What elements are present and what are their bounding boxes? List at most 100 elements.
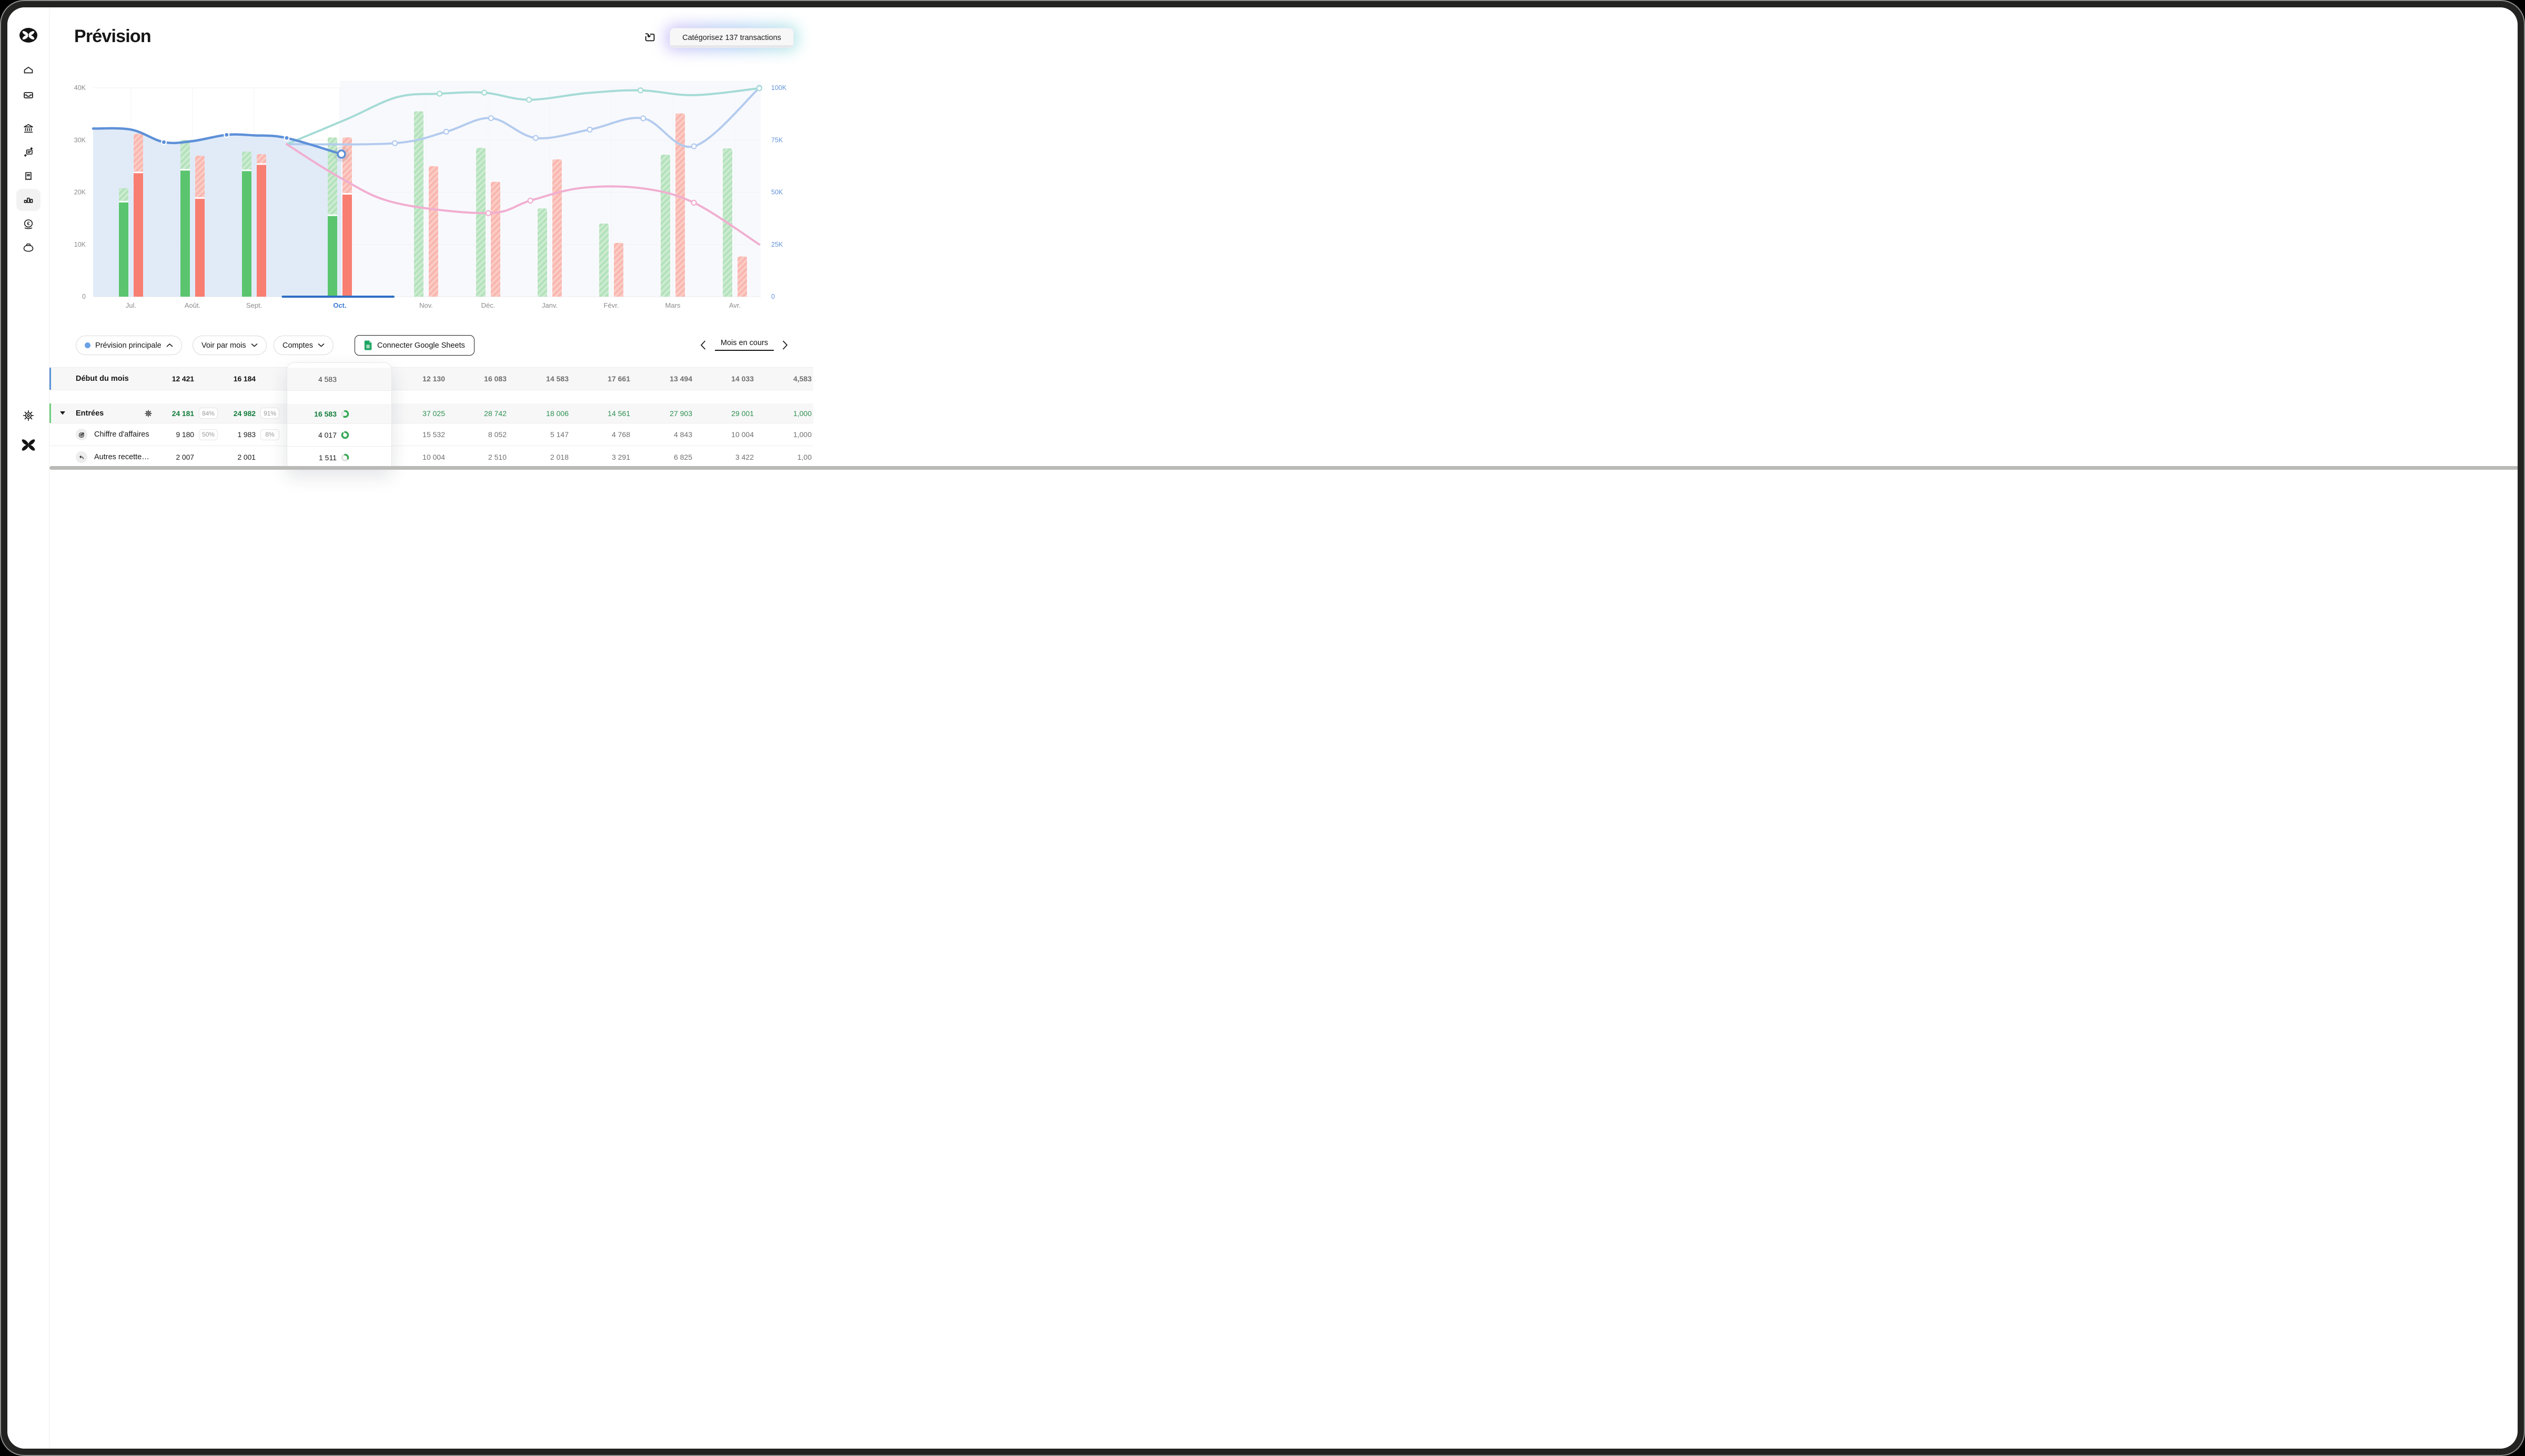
sidebar: € — [7, 7, 49, 1449]
donut-progress — [341, 431, 349, 439]
cell-value: 37 025 — [422, 409, 445, 418]
red-bar — [675, 113, 685, 297]
cell-value: 4 843 — [673, 430, 692, 439]
cell-value: 14 033 — [731, 375, 754, 383]
donut-progress — [341, 410, 349, 418]
row-label-cell[interactable]: Entrées — [49, 403, 164, 423]
cell-value: 6 825 — [673, 453, 692, 461]
percent-badge: 91% — [260, 408, 279, 419]
chevron-down-icon — [251, 343, 257, 347]
table-row-gap — [49, 390, 813, 403]
chevron-right-icon — [782, 340, 787, 350]
past-value-cell: 12 421 — [164, 368, 225, 390]
undo-arrow-icon — [79, 455, 84, 459]
left-axis-tick: 0 — [82, 293, 86, 300]
completion-donut — [341, 453, 349, 462]
future-value-cell: 3 291 — [578, 446, 639, 468]
green-bar — [538, 208, 547, 297]
popover-cell-debut: 4 583 — [287, 368, 391, 391]
home-icon — [24, 66, 33, 74]
period-label[interactable]: Mois en cours — [715, 339, 774, 351]
right-axis-tick: 0 — [771, 293, 775, 300]
cell-value: 14 583 — [546, 375, 569, 383]
left-axis-tick: 30K — [74, 136, 86, 144]
chart-svg: 40K 100K 30K 75K 20K 50K 10K 25K 0 0 Jul. Août. Sept… — [74, 81, 787, 309]
future-value-cell: 14 561 — [578, 403, 639, 423]
scenario-selector[interactable]: Prévision principale — [76, 336, 182, 355]
future-value-cell: 2 018 — [516, 446, 578, 468]
sidebar-item-currency[interactable]: € — [16, 213, 41, 235]
future-value-cell: 1,000 — [763, 403, 813, 423]
target-icon — [78, 432, 84, 438]
cell-value: 3 422 — [735, 453, 754, 461]
cell-value: 3 291 — [611, 453, 630, 461]
future-value-cell: 1,00 — [763, 446, 813, 468]
connect-google-sheets-button[interactable]: Connecter Google Sheets — [355, 335, 474, 356]
percent-badge: 8% — [260, 429, 279, 440]
cell-value: 27 903 — [670, 409, 692, 418]
cell-value: 2 510 — [488, 453, 507, 461]
cell-value: 24 181 — [171, 409, 194, 418]
view-by-label: Voir par mois — [201, 341, 246, 350]
view-by-selector[interactable]: Voir par mois — [193, 336, 267, 355]
sidebar-item-home[interactable] — [16, 60, 41, 82]
accounts-selector[interactable]: Comptes — [274, 336, 334, 355]
cell-value: 2 018 — [550, 453, 569, 461]
cell-value: 2 001 — [237, 453, 256, 461]
green-bar — [476, 148, 486, 297]
future-value-cell: 15 532 — [392, 423, 454, 446]
future-value-cell: 18 006 — [516, 403, 578, 423]
right-axis-tick: 25K — [771, 241, 783, 248]
row-label-cell[interactable]: Début du mois — [49, 368, 164, 390]
row-label-cell[interactable]: Autres recettes fis… — [49, 446, 164, 468]
green-bar — [661, 155, 670, 297]
sidebar-item-reports-active[interactable] — [16, 189, 41, 211]
red-bar — [429, 166, 438, 297]
money-bag-icon — [23, 244, 33, 252]
right-axis-tick: 50K — [771, 189, 783, 196]
cell-value: 10 004 — [731, 430, 754, 439]
butterfly-logo-icon — [19, 28, 37, 43]
sidebar-item-receipts[interactable] — [16, 165, 41, 187]
month-label: Oct. — [333, 301, 346, 309]
row-label-cell[interactable]: Chiffre d'affaires — [49, 423, 164, 446]
chevron-down-icon — [318, 343, 325, 347]
future-value-cell: 14 033 — [701, 368, 763, 390]
export-button[interactable] — [640, 28, 659, 47]
sidebar-item-transfers[interactable] — [16, 141, 41, 164]
sidebar-item-settings[interactable] — [16, 405, 41, 427]
forecast-chart[interactable]: 40K 100K 30K 75K 20K 50K 10K 25K 0 0 Jul. Août. Sept… — [49, 60, 819, 323]
future-value-cell: 27 903 — [639, 403, 701, 423]
previous-month-button[interactable] — [695, 338, 710, 352]
future-value-cell: 2 510 — [454, 446, 516, 468]
cell-value: 2 007 — [176, 453, 194, 461]
future-value-cell: 37 025 — [392, 403, 454, 423]
past-value-cell: 24 181 84% — [164, 403, 225, 423]
cell-value: 13 494 — [670, 375, 692, 383]
cell-value: 16 083 — [484, 375, 507, 383]
app-logo — [16, 24, 41, 46]
cell-value: 5 147 — [550, 430, 569, 439]
green-bar — [414, 111, 423, 297]
categorize-transactions-button[interactable]: Catégorisez 137 transactions — [670, 28, 794, 48]
current-value: 16 583 — [314, 409, 337, 418]
sidebar-item-assistant[interactable] — [16, 434, 41, 456]
transfer-documents-icon — [24, 147, 33, 157]
popover-cell-autres: 1 511 — [287, 447, 391, 469]
scenario-label: Prévision principale — [95, 341, 161, 350]
row-settings-button[interactable] — [144, 409, 153, 418]
horizontal-scrollbar[interactable] — [49, 466, 2518, 470]
cell-value: 18 006 — [546, 409, 569, 418]
month-label: Févr. — [604, 301, 619, 309]
donut-progress — [341, 453, 349, 462]
sidebar-item-funding[interactable] — [16, 237, 41, 259]
google-sheets-icon — [364, 340, 372, 350]
next-month-button[interactable] — [777, 338, 792, 352]
cell-value: 8 052 — [488, 430, 507, 439]
sidebar-item-bank[interactable] — [16, 117, 41, 139]
future-value-cell: 4 768 — [578, 423, 639, 446]
table-row-debut: Début du mois 12 421 16 184 12 130 16 083 14 … — [49, 367, 813, 390]
sidebar-item-inbox[interactable] — [16, 84, 41, 106]
future-value-cell: 13 494 — [639, 368, 701, 390]
percent-badge: 50% — [199, 429, 218, 440]
